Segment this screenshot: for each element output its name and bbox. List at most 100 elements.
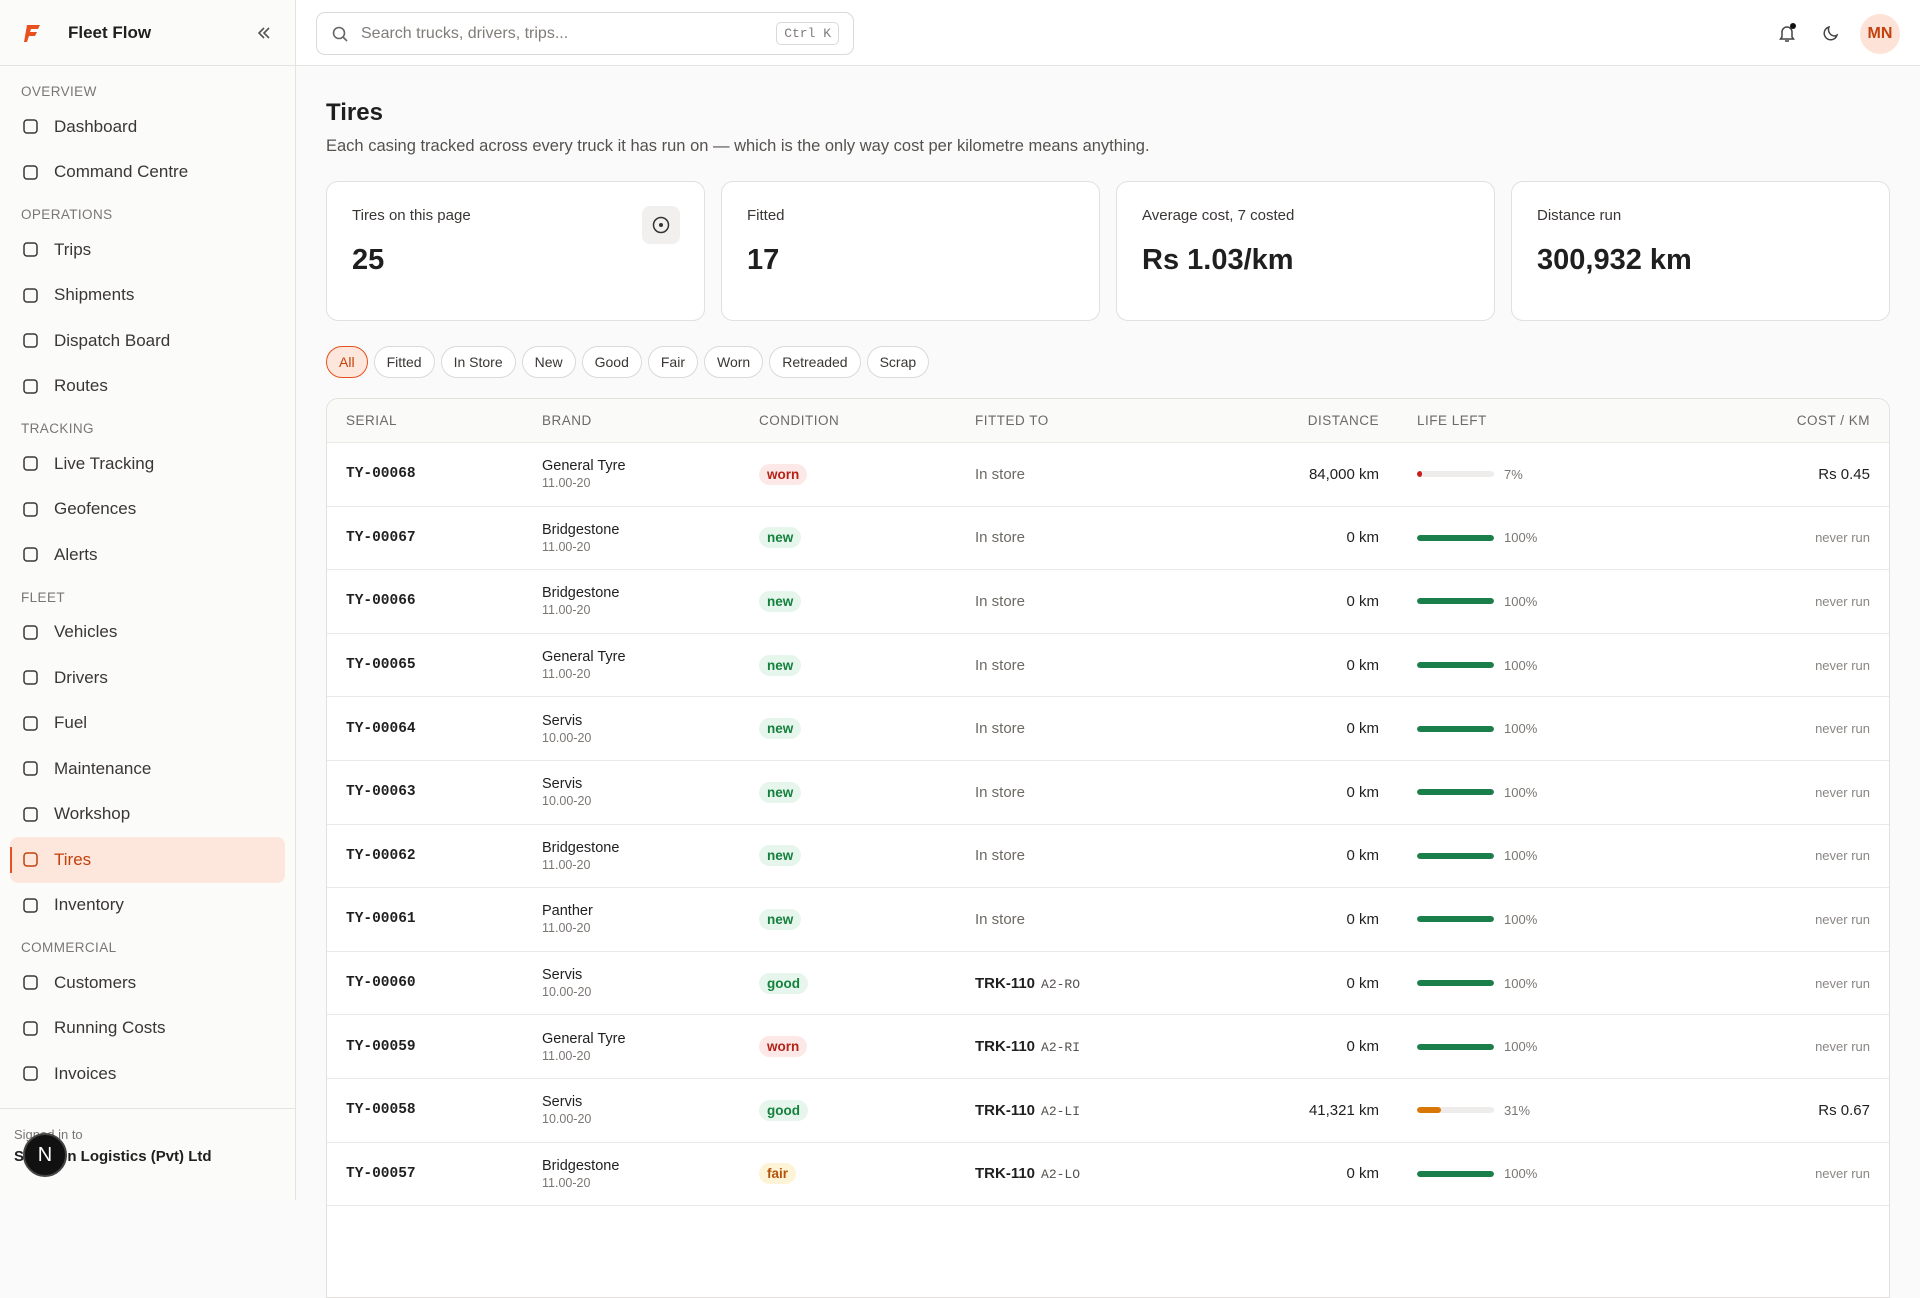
distance: 84,000 km [1308, 465, 1379, 483]
nav-item[interactable]: Inventory [10, 883, 285, 929]
life-left: 100% [1417, 594, 1537, 609]
nav-item[interactable]: Workshop [10, 792, 285, 838]
size: 11.00-20 [542, 1175, 591, 1190]
stat-card: Average cost, 7 costed Rs 1.03/km [1116, 181, 1495, 321]
filter-chip[interactable]: All [326, 346, 368, 378]
stat-card: Tires on this page 25 [326, 181, 705, 321]
nav-item[interactable]: Shipments [10, 273, 285, 319]
fitted-value: In store [975, 783, 1026, 801]
nav-item[interactable]: Fuel [10, 701, 285, 747]
filter-chip[interactable]: Fitted [373, 346, 435, 378]
nav-item[interactable]: Tires [10, 837, 285, 883]
table-row[interactable]: TY-00057 Bridgestone 11.00-20 fair TRK-110 A2… [327, 1143, 1889, 1207]
life-label: 100% [1504, 657, 1538, 673]
filter-chip[interactable]: Worn [704, 346, 764, 378]
nav-item[interactable]: Invoices [10, 1051, 285, 1097]
filter-chip[interactable]: Retreaded [769, 346, 861, 378]
position: A2-RO [1041, 976, 1081, 992]
collapse-button[interactable] [255, 24, 273, 42]
main: Tires Each casing tracked across every t… [326, 66, 1890, 1298]
distance: 0 km [1346, 1038, 1379, 1056]
nav-item[interactable]: Geofences [10, 487, 285, 533]
stat-value: 25 [352, 244, 385, 276]
table-row[interactable]: TY-00066 Bridgestone 11.00-20 new In store 0 … [327, 570, 1889, 634]
nav-item[interactable]: Vehicles [10, 610, 285, 656]
nav-icon [23, 852, 38, 867]
nav-item[interactable]: Alerts [10, 532, 285, 578]
distance: 0 km [1346, 1165, 1379, 1183]
nav: OVERVIEW Dashboard Command Centre OPERATION… [0, 66, 295, 1097]
nav-label: Running Costs [54, 1018, 166, 1038]
life-left: 100% [1417, 1166, 1537, 1181]
avatar[interactable]: MN [1860, 14, 1900, 54]
table-row[interactable]: TY-00062 Bridgestone 11.00-20 new In store 0 … [327, 825, 1889, 889]
column-header: BRAND [542, 413, 592, 428]
life-bar [1417, 471, 1423, 478]
table-row[interactable]: TY-00065 General Tyre 11.00-20 new In store 0… [327, 634, 1889, 698]
distance: 41,321 km [1308, 1101, 1379, 1119]
life-track [1417, 916, 1494, 923]
table-row[interactable]: TY-00061 Panther 11.00-20 new In store 0 km 10… [327, 888, 1889, 952]
nav-item[interactable]: Running Costs [10, 1006, 285, 1052]
nav-item[interactable]: Maintenance [10, 746, 285, 792]
table-row[interactable]: TY-00067 Bridgestone 11.00-20 new In store 0 … [327, 507, 1889, 571]
nav-label: Dispatch Board [54, 330, 171, 350]
search-placeholder: Search trucks, drivers, trips... [361, 24, 569, 42]
nav-item[interactable]: Drivers [10, 655, 285, 701]
fitted-value: TRK-110 [975, 1101, 1036, 1119]
filter-chip[interactable]: New [521, 346, 576, 378]
nav-item[interactable]: Customers [10, 960, 285, 1006]
nav-item[interactable]: Dispatch Board [10, 318, 285, 364]
nav-item[interactable]: Command Centre [10, 150, 285, 196]
search-box[interactable]: Search trucks, drivers, trips... Ctrl K [316, 12, 854, 55]
filter-chip[interactable]: Fair [647, 346, 698, 378]
filter-chip[interactable]: In Store [440, 346, 516, 378]
nav-icon [23, 119, 38, 134]
filter-chip[interactable]: Good [581, 346, 642, 378]
life-label: 100% [1504, 721, 1538, 737]
theme-toggle[interactable] [1820, 22, 1842, 44]
brand-row: Fleet Flow [0, 0, 295, 66]
table-row[interactable]: TY-00064 Servis 10.00-20 new In store 0 km 100… [327, 697, 1889, 761]
fitted-value: In store [975, 529, 1026, 547]
size: 10.00-20 [542, 985, 592, 1000]
nav-item[interactable]: Dashboard [10, 104, 285, 150]
serial: TY-00058 [346, 1102, 416, 1119]
serial: TY-00061 [346, 911, 416, 928]
size: 11.00-20 [542, 921, 591, 936]
dev-indicator[interactable]: N [23, 1133, 67, 1177]
brand: General Tyre [542, 458, 626, 475]
stat-label: Distance run [1537, 207, 1622, 224]
nav-label: Maintenance [54, 758, 152, 778]
life-track [1417, 471, 1494, 478]
fitted-to: In store [975, 529, 1025, 546]
nav-item[interactable]: Routes [10, 364, 285, 410]
table-row[interactable]: TY-00058 Servis 10.00-20 good TRK-110 A2-LI 41… [327, 1079, 1889, 1143]
life-label: 7% [1504, 466, 1523, 482]
distance: 0 km [1346, 592, 1379, 610]
brand-cell: Bridgestone 11.00-20 [542, 1158, 619, 1190]
distance: 0 km [1346, 974, 1379, 992]
table-row[interactable]: TY-00060 Servis 10.00-20 good TRK-110 A2-RO 0 … [327, 952, 1889, 1016]
column-header: SERIAL [346, 413, 398, 428]
distance: 0 km [1346, 783, 1379, 801]
table-row[interactable]: TY-00063 Servis 10.00-20 new In store 0 km 100… [327, 761, 1889, 825]
notifications-button[interactable] [1776, 22, 1798, 44]
nav-icon [23, 456, 38, 471]
nav-section-title: OPERATIONS [21, 207, 113, 222]
table-row[interactable]: TY-00068 General Tyre 11.00-20 worn In store… [327, 443, 1889, 507]
table-row[interactable]: TY-00059 General Tyre 11.00-20 worn TRK-110 A… [327, 1015, 1889, 1079]
nav-icon [23, 1066, 38, 1081]
nav-item[interactable]: Live Tracking [10, 441, 285, 487]
nav-label: Shipments [54, 285, 135, 305]
life-label: 100% [1504, 911, 1538, 927]
cost-per-km: never run [1815, 848, 1870, 864]
life-bar [1417, 662, 1494, 669]
nav-icon [23, 288, 38, 303]
brand: Bridgestone [542, 521, 620, 538]
column-header: DISTANCE [1307, 413, 1379, 428]
life-left: 31% [1417, 1103, 1530, 1118]
nav-item[interactable]: Trips [10, 227, 285, 273]
nav-label: Invoices [54, 1063, 117, 1083]
filter-chip[interactable]: Scrap [866, 346, 930, 378]
